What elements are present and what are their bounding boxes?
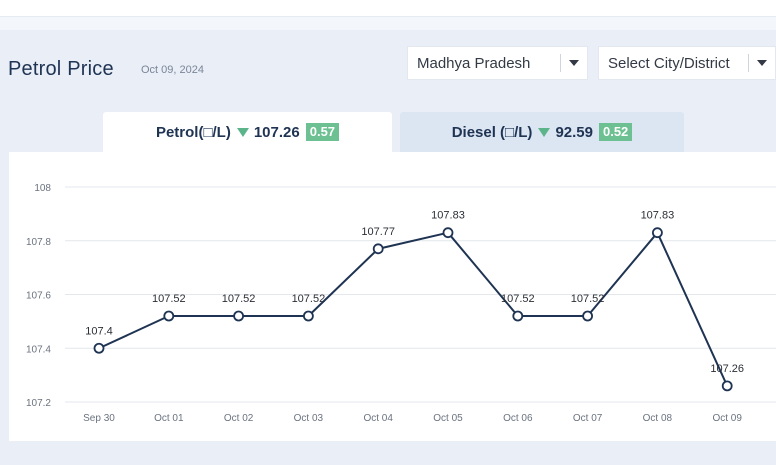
data-point[interactable]: [442, 227, 454, 239]
select-divider: [748, 54, 749, 72]
tab-petrol[interactable]: Petrol(□/L) 107.26 0.57: [103, 112, 392, 152]
data-point[interactable]: [652, 227, 663, 239]
price-series-line: [98, 231, 729, 387]
price-line-chart: 108 107.8 107.6 107.4 107.2 Sep 30 Oct 01 Oct …: [26, 183, 776, 424]
data-point[interactable]: [163, 310, 175, 322]
data-point[interactable]: [93, 342, 105, 354]
x-tick-label: Oct 03: [294, 413, 324, 424]
price-change-badge: 0.57: [305, 123, 340, 141]
data-label: 107.26: [710, 363, 744, 375]
data-point[interactable]: [302, 310, 314, 322]
y-tick-label: 107.8: [26, 237, 51, 248]
y-tick-label: 108: [34, 183, 51, 194]
data-label: 107.52: [571, 293, 605, 305]
x-tick-label: Sep 30: [83, 413, 115, 424]
data-label: 107.83: [641, 210, 675, 222]
data-point[interactable]: [233, 310, 245, 322]
page-title: Petrol Price: [8, 58, 114, 80]
data-label: 107.52: [222, 293, 256, 305]
data-label: 107.52: [292, 293, 326, 305]
tab-petrol-label: Petrol(□/L): [155, 123, 231, 141]
x-tick-label: Oct 05: [433, 413, 463, 424]
city-select-placeholder: Select City/District: [608, 54, 730, 72]
data-point[interactable]: [582, 310, 593, 322]
chevron-down-icon[interactable]: [749, 60, 775, 66]
x-tick-label: Oct 08: [643, 413, 673, 424]
select-divider: [560, 54, 561, 72]
data-point[interactable]: [372, 243, 384, 255]
x-tick-label: Oct 04: [363, 413, 393, 424]
top-bar: [0, 0, 776, 17]
x-axis-ticks: Sep 30 Oct 01 Oct 02 Oct 03 Oct 04 Oct 05 Oct …: [83, 413, 742, 424]
data-points: [93, 227, 733, 392]
data-label: 107.4: [85, 325, 113, 337]
tab-diesel-label: Diesel (□/L): [451, 123, 533, 141]
y-tick-label: 107.2: [26, 398, 51, 409]
chart-grid: [65, 186, 776, 403]
x-tick-label: Oct 01: [154, 413, 184, 424]
price-down-icon: [538, 127, 551, 137]
y-axis-ticks: 108 107.8 107.6 107.4 107.2: [26, 183, 51, 409]
state-select-value: Madhya Pradesh: [417, 54, 531, 72]
data-label: 107.52: [152, 293, 186, 305]
tab-petrol-price: 107.26: [253, 123, 300, 141]
x-tick-label: Oct 07: [573, 413, 603, 424]
x-tick-label: Oct 02: [224, 413, 254, 424]
tab-diesel-price: 92.59: [555, 123, 593, 141]
chart-container: 108 107.8 107.6 107.4 107.2 Sep 30 Oct 01 Oct …: [9, 152, 776, 441]
price-date: Oct 09, 2024: [141, 64, 204, 76]
data-label: 107.77: [361, 226, 395, 238]
price-down-icon: [236, 127, 249, 137]
state-select[interactable]: Madhya Pradesh: [407, 46, 588, 80]
data-point[interactable]: [721, 380, 733, 392]
y-tick-label: 107.6: [26, 291, 51, 302]
data-point[interactable]: [512, 310, 524, 322]
tab-diesel[interactable]: Diesel (□/L) 92.59 0.52: [400, 112, 684, 152]
city-select[interactable]: Select City/District: [598, 46, 776, 80]
data-labels: 107.4 107.52 107.52 107.52 107.77 107.83 107.5…: [85, 210, 744, 375]
x-tick-label: Oct 06: [503, 413, 533, 424]
data-label: 107.83: [431, 210, 465, 222]
y-tick-label: 107.4: [26, 344, 51, 355]
data-label: 107.52: [501, 293, 535, 305]
chevron-down-icon[interactable]: [561, 60, 587, 66]
price-change-badge: 0.52: [598, 123, 633, 141]
x-tick-label: Oct 09: [712, 413, 742, 424]
